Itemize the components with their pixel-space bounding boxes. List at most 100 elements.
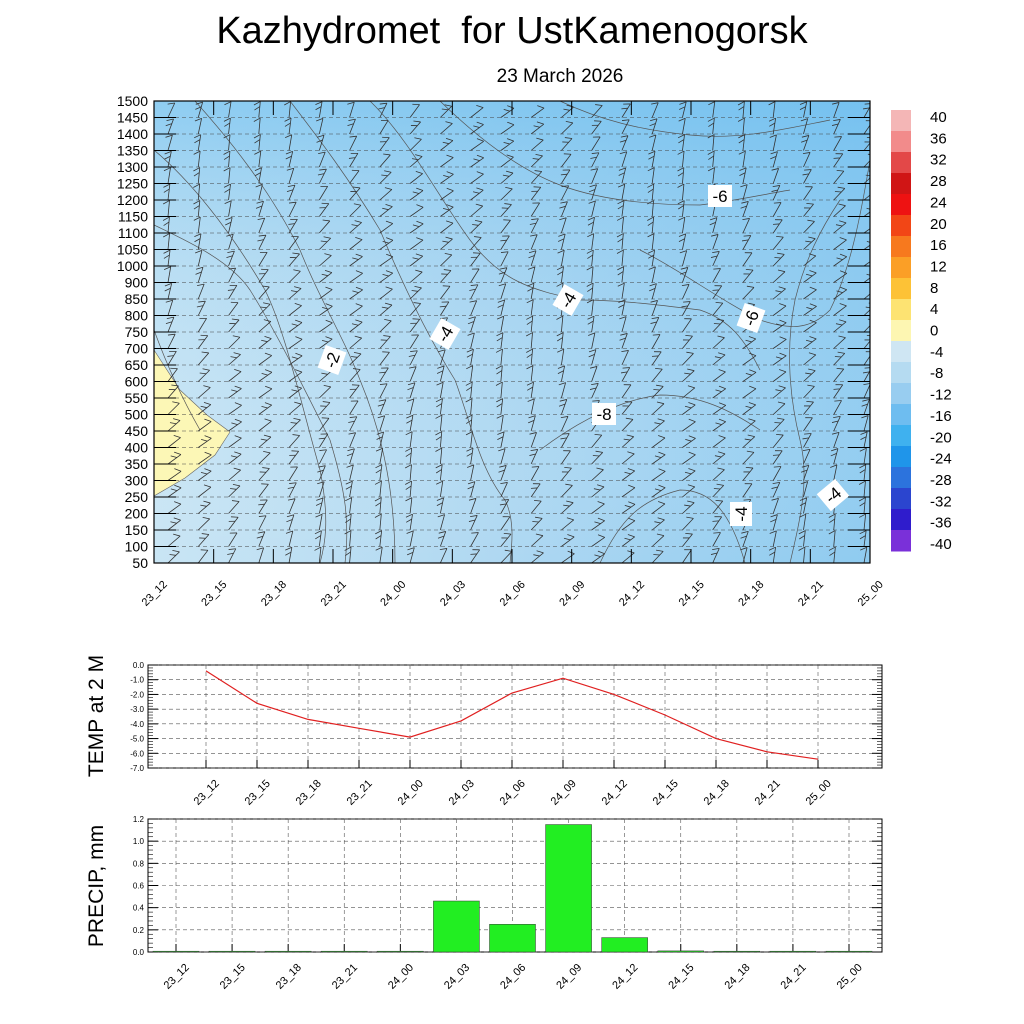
cross-time-tick-label: 24_21 xyxy=(796,579,826,609)
y-tick-label: 0.0 xyxy=(133,661,145,670)
contour-label: -8 xyxy=(596,405,611,424)
colorbar-swatch xyxy=(891,362,911,384)
colorbar-swatch xyxy=(891,173,911,195)
cross-time-tick-label: 25_00 xyxy=(856,579,886,609)
pressure-tick-label: 1300 xyxy=(117,159,148,175)
pressure-tick-label: 600 xyxy=(125,374,149,390)
pressure-tick-label: 700 xyxy=(125,341,149,357)
x-tick-label: 24_21 xyxy=(779,962,809,992)
y-tick-label: 0.2 xyxy=(133,926,145,935)
x-tick-label: 24_15 xyxy=(651,778,681,808)
colorbar: 4036322824201612840-4-8-12-16-20-24-28-3… xyxy=(891,109,952,553)
pressure-tick-label: 300 xyxy=(125,473,149,489)
contour-labels: -2-4-4-6-6-8-4-4 xyxy=(317,185,850,526)
pressure-tick-label: 1000 xyxy=(117,258,148,274)
pressure-tick-label: 1150 xyxy=(118,209,148,225)
y-tick-label: 0.4 xyxy=(133,904,145,913)
x-tick-label: 23_15 xyxy=(218,962,248,992)
precip-bar xyxy=(825,950,873,953)
colorbar-swatch xyxy=(891,131,911,153)
contour-label: -4 xyxy=(732,506,751,521)
precip-bar xyxy=(208,950,256,953)
colorbar-label: 4 xyxy=(930,301,938,318)
colorbar-label: 16 xyxy=(930,237,947,254)
pressure-tick-label: 750 xyxy=(125,324,149,340)
pressure-tick-label: 550 xyxy=(125,390,149,406)
colorbar-swatch xyxy=(891,467,911,489)
x-tick-label: 25_00 xyxy=(804,778,834,808)
colorbar-swatch xyxy=(891,320,911,342)
y-axis-title: TEMP at 2 M xyxy=(85,655,108,777)
colorbar-swatch xyxy=(891,110,911,132)
y-tick-label: -5.0 xyxy=(130,735,144,744)
colorbar-label: 20 xyxy=(930,216,947,233)
pressure-tick-label: 1400 xyxy=(117,126,148,142)
x-tick-label: 24_09 xyxy=(554,962,584,992)
colorbar-swatch xyxy=(891,236,911,258)
y-tick-label: 0.6 xyxy=(133,882,145,891)
colorbar-swatch xyxy=(891,194,911,216)
pressure-tick-label: 1050 xyxy=(117,242,148,258)
pressure-axis: 1500145014001350130012501200115011001050… xyxy=(117,93,870,571)
cross-time-tick-label: 24_06 xyxy=(498,579,528,609)
y-tick-label: -7.0 xyxy=(130,764,144,773)
pressure-tick-label: 50 xyxy=(132,555,148,571)
precip-bar xyxy=(489,924,536,953)
colorbar-label: 0 xyxy=(930,323,938,340)
cross-time-tick-label: 23_21 xyxy=(319,579,349,609)
precip-panel: 1.2 1.0 0.8 0.6 0.4 0.2 0.0 23_12 23_15 23_18 23_2… xyxy=(85,815,883,992)
cross-time-tick-label: 24_12 xyxy=(617,579,647,609)
pressure-tick-label: 1500 xyxy=(117,93,148,109)
pressure-tick-label: 900 xyxy=(125,275,149,291)
x-tick-label: 24_00 xyxy=(386,962,416,992)
precip-bar xyxy=(713,950,761,953)
x-tick-label: 24_00 xyxy=(396,778,426,808)
precip-bar xyxy=(601,937,648,953)
x-tick-label: 24_15 xyxy=(666,962,696,992)
cross-time-tick-label: 24_18 xyxy=(736,579,766,609)
pressure-tick-label: 850 xyxy=(125,291,149,307)
x-tick-label: 24_12 xyxy=(610,962,640,992)
contour-label: -6 xyxy=(712,187,727,206)
wind-barbs xyxy=(162,101,870,563)
pressure-tick-label: 400 xyxy=(125,440,149,456)
pressure-tick-label: 150 xyxy=(125,522,149,538)
colorbar-label: -24 xyxy=(930,451,952,468)
colorbar-label: 36 xyxy=(930,130,947,147)
page-title: Kazhydromet for UstKamenogorsk xyxy=(216,10,808,52)
colorbar-swatch xyxy=(891,215,911,237)
colorbar-label: -4 xyxy=(930,344,943,361)
x-tick-label: 24_21 xyxy=(753,778,783,808)
y-tick-label: -4.0 xyxy=(130,720,144,729)
cross-time-tick-label: 24_15 xyxy=(677,579,707,609)
x-tick-label: 23_12 xyxy=(162,962,192,992)
colorbar-label: 32 xyxy=(930,152,947,169)
pressure-tick-label: 250 xyxy=(125,489,149,505)
temp-series-line xyxy=(205,670,819,760)
cross-time-tick-label: 23_18 xyxy=(259,579,289,609)
colorbar-swatch xyxy=(891,278,911,300)
y-tick-label: 1.2 xyxy=(133,815,145,824)
y-tick-label: -6.0 xyxy=(130,749,144,758)
colorbar-swatch xyxy=(891,383,911,405)
x-tick-label: 24_06 xyxy=(498,778,528,808)
x-tick-label: 23_18 xyxy=(294,778,324,808)
cross-time-tick-label: 24_09 xyxy=(557,579,587,609)
colorbar-swatch xyxy=(891,530,911,552)
y-tick-label: -1.0 xyxy=(130,676,144,685)
pressure-tick-label: 1100 xyxy=(118,225,148,241)
colorbar-label: -36 xyxy=(930,515,952,532)
colorbar-label: 12 xyxy=(930,258,947,275)
colorbar-swatch xyxy=(891,257,911,279)
pressure-tick-label: 200 xyxy=(125,506,149,522)
y-tick-label: 0.0 xyxy=(133,948,145,957)
precip-bar xyxy=(321,950,368,953)
pressure-tick-label: 1350 xyxy=(117,143,148,159)
pressure-tick-label: 800 xyxy=(125,308,149,324)
x-tick-label: 23_21 xyxy=(330,962,360,992)
x-tick-label: 24_06 xyxy=(498,962,528,992)
temp-panel: 0.0 -1.0 -2.0 -3.0 -4.0 -5.0 -6.0 -7.0 23_12 23_1… xyxy=(85,655,883,808)
contour-label: -6 xyxy=(740,308,763,329)
x-tick-label: 24_18 xyxy=(702,778,732,808)
y-tick-label: -3.0 xyxy=(130,705,144,714)
